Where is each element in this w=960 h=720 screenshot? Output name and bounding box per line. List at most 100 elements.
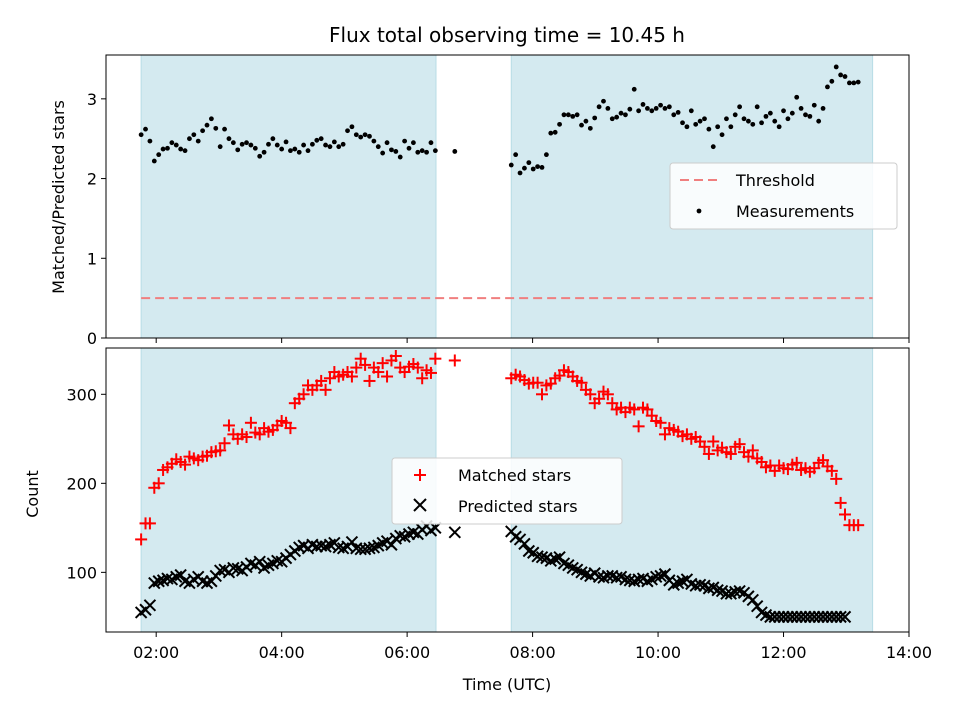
predicted-star-point: [838, 610, 852, 624]
measurement-point: [728, 124, 734, 130]
matched-star-point: [830, 472, 843, 485]
top-y-tick-label: 0: [87, 329, 97, 348]
predicted-star-point: [535, 551, 549, 564]
matched-star-point: [359, 358, 372, 371]
measurement-point: [301, 142, 307, 148]
measurement-point: [688, 108, 694, 114]
predicted-star-point: [834, 610, 847, 624]
matched-star-point: [345, 370, 358, 383]
measurement-point: [305, 148, 311, 154]
measurement-point: [649, 108, 655, 114]
top-y-tick-label: 2: [87, 170, 97, 189]
measurement-point: [746, 118, 751, 124]
matched-star-point: [376, 357, 389, 370]
measurement-point: [248, 142, 254, 148]
measurement-point: [508, 162, 514, 168]
measurement-point: [798, 106, 804, 111]
measurement-point: [680, 120, 685, 126]
measurement-point: [636, 108, 642, 114]
measurement-point: [732, 112, 738, 118]
measurement-point: [204, 122, 210, 128]
predicted-star-point: [790, 610, 803, 624]
predicted-star-point: [253, 555, 266, 568]
matched-star-point: [152, 477, 165, 490]
matched-star-point: [724, 447, 737, 460]
legend-predicted-swatch: [413, 498, 427, 512]
matched-star-point: [839, 508, 852, 521]
measurement-point: [539, 165, 545, 170]
matched-star-point: [416, 372, 429, 385]
measurement-point: [644, 106, 650, 111]
bottom-y-tick-label: 300: [66, 385, 97, 404]
measurement-point: [314, 137, 320, 143]
predicted-star-point: [821, 610, 834, 624]
matched-star-point: [240, 431, 253, 444]
measurement-point: [781, 108, 786, 114]
legend-matched-swatch: [414, 469, 426, 481]
measurement-point: [173, 142, 179, 148]
measurement-point: [296, 149, 302, 155]
measurement-point: [675, 109, 681, 115]
measurement-point: [165, 145, 170, 151]
measurement-point: [397, 154, 403, 160]
top-panel: 0 1 2 3 Flux total observing time = 10.45 h…: [49, 23, 910, 348]
predicted-star-point: [816, 610, 830, 624]
measurement-point: [178, 146, 184, 152]
measurement-point: [583, 118, 589, 124]
matched-star-point: [628, 403, 641, 416]
matched-star-point: [179, 458, 192, 471]
matched-star-point: [698, 440, 711, 453]
measurement-point: [143, 126, 148, 132]
measurement-point: [794, 94, 800, 100]
measurement-point: [710, 144, 716, 150]
matched-star-point: [790, 456, 803, 469]
measurement-point: [406, 145, 412, 151]
measurement-point: [156, 152, 162, 158]
matched-star-point: [214, 444, 227, 457]
predicted-star-point: [803, 610, 817, 624]
matched-star-point: [654, 416, 667, 429]
measurement-point: [244, 140, 249, 146]
measurement-point: [803, 112, 808, 118]
measurement-point: [279, 146, 285, 152]
bottom-y-ticks: 100 200 300: [66, 385, 106, 582]
legend-measurements-label: Measurements: [736, 202, 854, 221]
predicted-star-point: [310, 540, 323, 553]
matched-star-point: [389, 350, 402, 363]
predicted-star-point: [812, 610, 825, 624]
measurement-point: [362, 132, 368, 138]
chart-title: Flux total observing time = 10.45 h: [329, 23, 685, 47]
measurement-point: [851, 80, 857, 86]
matched-star-point: [742, 450, 755, 463]
top-plot-frame: [105, 54, 910, 339]
matched-star-point: [641, 403, 654, 416]
matched-star-point: [658, 428, 671, 441]
measurement-point: [719, 132, 725, 138]
matched-star-point: [372, 366, 385, 379]
measurement-point: [235, 147, 241, 153]
measurement-point: [292, 146, 298, 152]
measurement-point: [138, 132, 144, 138]
matched-star-point: [381, 370, 394, 383]
x-tick-label: 12:00: [760, 643, 806, 662]
matched-star-point: [222, 419, 235, 432]
bottom-panel: 100 200 300 02:00 04:00 06:00 08:00 10:00 12:00…: [23, 347, 932, 694]
predicted-star-point: [693, 578, 707, 592]
measurement-point: [309, 141, 315, 147]
measurement-point: [535, 164, 541, 170]
measurement-point: [213, 125, 219, 131]
predicted-star-point: [830, 610, 843, 624]
predicted-star-point: [227, 561, 240, 575]
measurement-point: [623, 112, 628, 118]
measurement-point: [336, 144, 342, 150]
measurement-point: [410, 140, 416, 146]
x-tick-label: 04:00: [259, 643, 305, 662]
matched-star-point: [606, 397, 619, 410]
measurement-point: [252, 145, 258, 151]
measurement-point: [816, 118, 822, 124]
predicted-star-point: [746, 593, 759, 607]
measurement-point: [318, 136, 324, 142]
predicted-star-point: [345, 535, 359, 549]
measurement-point: [169, 140, 175, 146]
